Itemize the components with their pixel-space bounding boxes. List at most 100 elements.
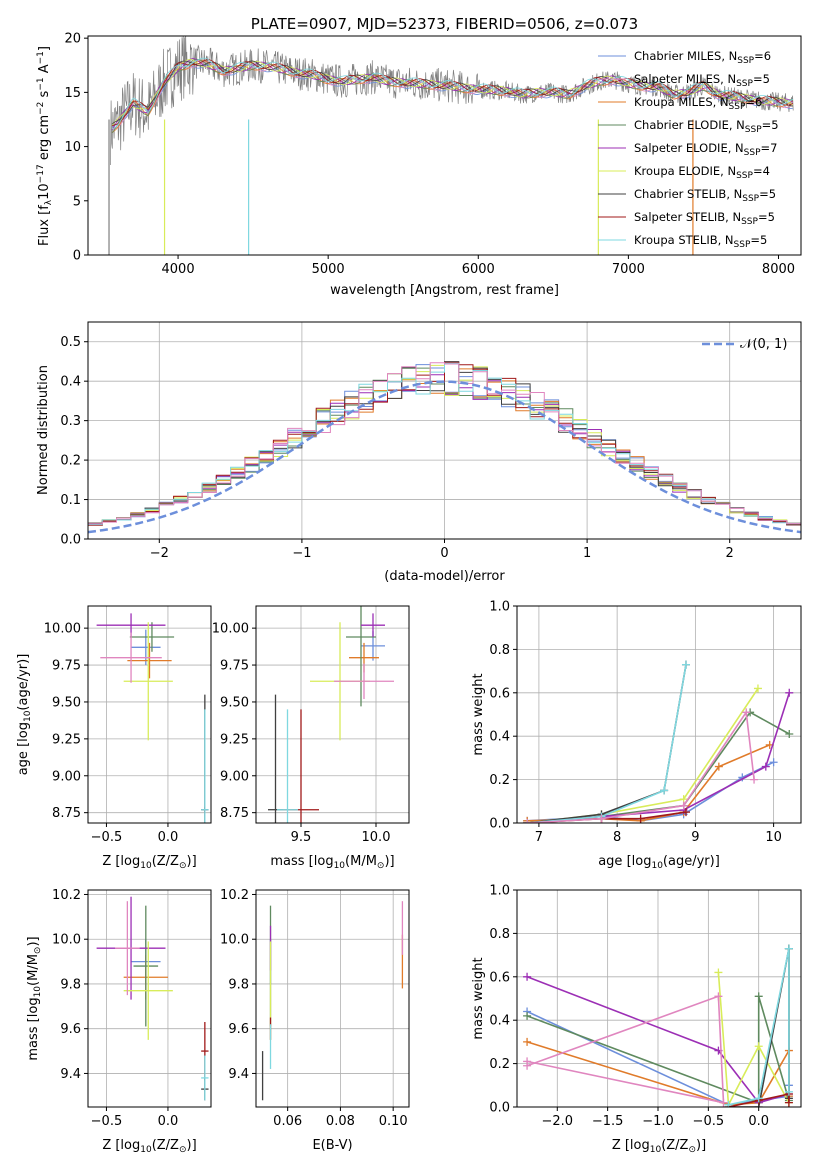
y-tick-label: 20 [64, 32, 81, 47]
y-tick-label: 10.2 [220, 888, 249, 903]
x-axis-label-part: ⊙ [377, 861, 385, 871]
x-tick-label: 0.0 [158, 830, 179, 845]
y-tick-label: 0.0 [489, 1101, 510, 1116]
massweight-age-axes: 7 8 9 10 0.0 0.2 0.4 0.6 0.8 1.0 [489, 600, 802, 845]
x-axis-label-part: Z [log [102, 1138, 140, 1153]
y-tick-label: 9.8 [60, 977, 81, 992]
x-tick-label: −0.5 [91, 830, 123, 845]
spectrum-axes: 4000 5000 6000 7000 8000 0 5 10 15 20 [64, 32, 802, 277]
legend-entry-part: =5 [762, 118, 779, 132]
mass-weight-marker [761, 762, 770, 771]
mass-weight-marker [742, 708, 751, 717]
y-tick-label: 10.2 [52, 888, 81, 903]
x-tick-label: 4000 [162, 262, 195, 277]
mass-weight-marker [784, 944, 793, 953]
massweight-Z-plot [523, 944, 793, 1107]
y-tick-label: 0.4 [489, 730, 510, 745]
mass-weight-line-5 [527, 688, 759, 823]
x-axis-label-part: E(B-V) [312, 1138, 352, 1153]
legend-entry-part: Kroupa STELIB, N [634, 233, 734, 247]
y-tick-label: 0.1 [60, 493, 81, 508]
age-Z-plot [96, 613, 209, 823]
y-tick-label: 1.0 [489, 884, 510, 899]
mass-weight-marker [714, 968, 723, 977]
y-tick-label: 9.75 [220, 659, 249, 674]
x-tick-label: 0.0 [748, 1114, 769, 1129]
y-axis-label-part: 10 [37, 183, 52, 200]
axes-frame [255, 889, 410, 1108]
mass-weight-marker [754, 992, 763, 1001]
legend-entry-part: Chabrier STELIB, N [634, 187, 742, 201]
legend-entry-part: Kroupa MILES, N [634, 95, 729, 109]
x-tick-label: −1.5 [592, 1114, 624, 1129]
legend-entry-part: =6 [754, 49, 771, 63]
x-tick-label: 6000 [462, 262, 495, 277]
legend-entry: Chabrier STELIB, NSSP=5 [634, 187, 776, 204]
x-tick-label: 7000 [612, 262, 645, 277]
x-axis-label-part: 10 [650, 1145, 662, 1155]
x-axis-label: Z [log10(Z/Z⊙)] [612, 1138, 706, 1155]
y-axis-label-part: ⊙ [33, 947, 43, 955]
x-tick-label: 0.08 [326, 1114, 355, 1129]
y-tick-label: 8.75 [52, 806, 81, 821]
y-tick-label: 10.00 [212, 622, 249, 637]
mass-weight-marker [681, 660, 690, 669]
model-spectrum-2 [111, 61, 794, 130]
x-tick-label: 10.0 [362, 830, 391, 845]
x-axis-label-part: ⊙ [179, 861, 187, 871]
mass-Z-axes: −0.5 0.0 9.4 9.6 9.8 10.0 10.2 [52, 888, 212, 1129]
legend-entry: Chabrier MILES, NSSP=6 [634, 49, 771, 66]
y-tick-label: 0.8 [489, 927, 510, 942]
legend-entry-part: =5 [758, 210, 775, 224]
x-axis-label-part: (M/M [345, 854, 377, 869]
x-axis-label-part: ⊙ [179, 1145, 187, 1155]
y-tick-label: 0.5 [60, 335, 81, 350]
y-axis-label-part: 10 [23, 710, 33, 722]
axes-frame [87, 889, 212, 1108]
age-mass-axes: 9.5 10.0 8.75 9.00 9.25 9.50 9.75 10.00 [212, 605, 410, 845]
massweight-Z-axes: −2.0 −1.5 −1.0 −0.5 0.0 0.0 0.2 0.4 0.6 0.8 1.0 [489, 884, 802, 1129]
y-tick-label: 0 [73, 249, 81, 264]
y-tick-label: 9.50 [52, 695, 81, 710]
legend-entry: Kroupa STELIB, NSSP=5 [634, 233, 767, 250]
y-tick-label: 0.2 [489, 1057, 510, 1072]
x-axis-label-part: (age/yr)] [663, 854, 720, 869]
x-tick-label: 9.5 [291, 830, 312, 845]
x-tick-label: 10 [765, 830, 782, 845]
legend-entry-part: Salpeter ELODIE, N [634, 141, 744, 155]
x-axis-label: (data-model)/error [384, 569, 505, 584]
y-tick-label: 9.25 [52, 732, 81, 747]
x-tick-label: 1 [583, 546, 591, 561]
y-axis-label-part: A [37, 64, 52, 77]
mass-weight-marker [714, 762, 723, 771]
legend-entry-part: SSP [744, 148, 761, 158]
normal-curve [88, 380, 801, 534]
mass-Z-plot [96, 896, 209, 1101]
y-tick-label: 9.50 [220, 695, 249, 710]
x-tick-label: −0.5 [91, 1114, 123, 1129]
x-tick-label: −2 [150, 546, 169, 561]
mass-weight-line-6 [527, 664, 687, 823]
y-tick-label: 0.0 [60, 533, 81, 548]
legend-entry-part: =5 [759, 187, 776, 201]
y-tick-label: 0.4 [60, 375, 81, 390]
mass-weight-line-7 [728, 1093, 790, 1107]
mass-weight-marker [660, 786, 669, 795]
x-axis-label-part: 10 [140, 861, 152, 871]
y-tick-label: 9.00 [52, 769, 81, 784]
x-axis-label-part: 10 [334, 861, 346, 871]
legend-entry-part: SSP [736, 79, 753, 89]
legend-entry-part: Chabrier ELODIE, N [634, 118, 745, 132]
model-spectrum-7 [111, 60, 793, 125]
y-tick-label: 10.0 [220, 933, 249, 948]
legend-entry: Kroupa ELODIE, NSSP=4 [634, 164, 770, 181]
mass-weight-line-8 [728, 948, 790, 1106]
x-tick-label: 0.06 [273, 1114, 302, 1129]
y-tick-label: 1.0 [489, 600, 510, 615]
y-tick-label: 0.3 [60, 414, 81, 429]
mass-weight-line-9 [526, 995, 725, 1104]
legend-entry-part: Kroupa ELODIE, N [634, 164, 736, 178]
x-axis-label: Z [log10(Z/Z⊙)] [102, 854, 196, 871]
y-axis-label-part: (age/yr)] [16, 654, 31, 711]
x-tick-label: −1.0 [642, 1114, 674, 1129]
